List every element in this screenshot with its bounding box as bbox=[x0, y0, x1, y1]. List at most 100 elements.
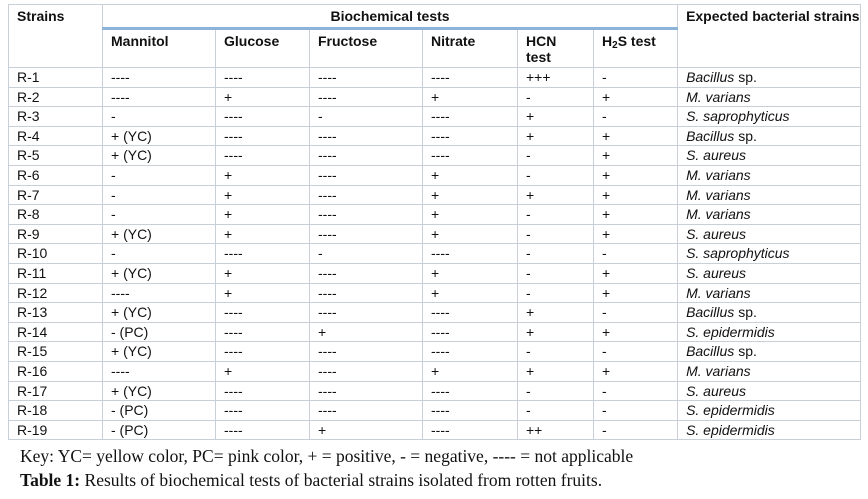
strain-name: S. aureus bbox=[686, 225, 746, 242]
cell-expected-strain: Bacillus sp. bbox=[677, 341, 862, 362]
cell-expected-strain: M. varians bbox=[677, 86, 862, 108]
cell-fructose: ---- bbox=[309, 262, 423, 284]
cell-nitrate: ---- bbox=[422, 243, 518, 264]
strain-suffix: sp. bbox=[734, 127, 757, 144]
cell-nitrate: ---- bbox=[422, 341, 518, 362]
cell-fructose: ---- bbox=[309, 223, 423, 245]
strain-name: S. aureus bbox=[686, 382, 746, 399]
cell-mannitol: + (YC) bbox=[102, 302, 216, 323]
cell-strain: R-14 bbox=[8, 321, 103, 343]
header-biochemical-tests: Biochemical tests bbox=[101, 4, 679, 30]
strain-name: S. saprophyticus bbox=[686, 108, 790, 125]
cell-fructose: + bbox=[309, 321, 423, 343]
cell-nitrate: + bbox=[422, 204, 518, 225]
cell-expected-strain: S. aureus bbox=[677, 223, 862, 245]
cell-strain: R-18 bbox=[8, 400, 103, 421]
table-row: R-16 ---- + ---- + + + M. varians bbox=[8, 360, 862, 382]
caption-text: Results of biochemical tests of bacteria… bbox=[80, 470, 603, 490]
cell-mannitol: + (YC) bbox=[102, 223, 216, 245]
cell-glucose: ---- bbox=[215, 400, 310, 421]
cell-expected-strain: S. aureus bbox=[677, 380, 862, 402]
cell-hcn: + bbox=[517, 360, 594, 382]
cell-strain: R-15 bbox=[8, 341, 103, 362]
cell-mannitol: - bbox=[102, 106, 216, 127]
cell-glucose: + bbox=[215, 360, 310, 382]
cell-strain: R-11 bbox=[8, 262, 103, 284]
cell-mannitol: - (PC) bbox=[102, 419, 216, 441]
cell-glucose: + bbox=[215, 223, 310, 245]
table-row: R-18- (PC) ---- ---- ---- - - S. epidermidis bbox=[8, 400, 862, 421]
cell-strain: R-16 bbox=[8, 360, 103, 382]
cell-hcn: - bbox=[517, 204, 594, 225]
cell-glucose: + bbox=[215, 184, 310, 206]
table-row: R-4 + (YC) ---- ---- ---- + + Bacillus sp. bbox=[8, 125, 862, 147]
cell-glucose: + bbox=[215, 262, 310, 284]
cell-strain: R-5 bbox=[8, 145, 103, 166]
cell-strain: R-3 bbox=[8, 106, 103, 127]
strain-name: Bacillus bbox=[686, 304, 735, 321]
cell-mannitol: ---- bbox=[102, 86, 216, 108]
cell-mannitol: + (YC) bbox=[102, 380, 216, 402]
cell-glucose: ---- bbox=[215, 302, 310, 323]
cell-h2s: + bbox=[592, 204, 679, 225]
strain-name: S. epidermidis bbox=[686, 402, 775, 419]
cell-mannitol: + (YC) bbox=[102, 341, 216, 362]
cell-expected-strain: M. varians bbox=[677, 360, 862, 382]
cell-glucose: ---- bbox=[215, 106, 310, 127]
cell-h2s: - bbox=[592, 380, 679, 402]
cell-h2s: - bbox=[592, 106, 679, 127]
strain-name: Bacillus bbox=[686, 69, 735, 85]
table-row: R-9 + (YC) + ---- + - + S. aureus bbox=[8, 223, 862, 245]
cell-fructose: ---- bbox=[309, 360, 423, 382]
cell-expected-strain: S. epidermidis bbox=[677, 419, 862, 441]
strain-name: S. epidermidis bbox=[686, 421, 775, 438]
cell-expected-strain: Bacillus sp. bbox=[677, 67, 862, 88]
cell-strain: R-1 bbox=[8, 67, 103, 88]
header-glucose: Glucose bbox=[215, 28, 310, 68]
cell-hcn: - bbox=[517, 145, 594, 166]
cell-expected-strain: S. aureus bbox=[677, 145, 862, 166]
table-key: Key: YC= yellow color, PC= pink color, +… bbox=[20, 446, 634, 466]
table-row: R-15 + (YC) ---- ---- ---- - - Bacillus sp. bbox=[8, 341, 862, 362]
cell-glucose: ---- bbox=[215, 380, 310, 402]
strain-name: M. varians bbox=[686, 88, 751, 105]
cell-h2s: + bbox=[592, 262, 679, 284]
cell-glucose: ---- bbox=[215, 243, 310, 264]
strain-name: S. aureus bbox=[686, 147, 746, 164]
cell-glucose: ---- bbox=[215, 419, 310, 441]
table-row: R-2 ---- + ---- + - + M. varians bbox=[8, 86, 862, 108]
cell-hcn: - bbox=[517, 380, 594, 402]
strain-name: Bacillus bbox=[686, 127, 735, 144]
cell-expected-strain: S. epidermidis bbox=[677, 321, 862, 343]
table-row: R-19- (PC) ---- + ---- ++ - S. epidermidis bbox=[8, 419, 862, 441]
header-hcn-label: HCN test bbox=[526, 33, 557, 65]
cell-glucose: + bbox=[215, 164, 310, 186]
header-h2s-label: H2S test bbox=[602, 33, 656, 51]
cell-mannitol: - bbox=[102, 204, 216, 225]
cell-fructose: ---- bbox=[309, 125, 423, 147]
table-caption: Table 1: Results of biochemical tests of… bbox=[20, 470, 602, 491]
strain-suffix: sp. bbox=[734, 343, 757, 360]
cell-nitrate: ---- bbox=[422, 302, 518, 323]
table-container: Strains Biochemical tests Expected bacte… bbox=[8, 4, 862, 441]
table-row: R-11 + (YC) + ---- + - + S. aureus bbox=[8, 262, 862, 284]
cell-mannitol: - bbox=[102, 184, 216, 206]
table-row: R-7- + ---- + + + M. varians bbox=[8, 184, 862, 206]
cell-h2s: + bbox=[592, 86, 679, 108]
cell-strain: R-12 bbox=[8, 282, 103, 304]
cell-hcn: + bbox=[517, 321, 594, 343]
cell-expected-strain: M. varians bbox=[677, 204, 862, 225]
cell-fructose: ---- bbox=[309, 341, 423, 362]
cell-hcn: - bbox=[517, 86, 594, 108]
cell-hcn: - bbox=[517, 243, 594, 264]
cell-expected-strain: Bacillus sp. bbox=[677, 125, 862, 147]
cell-expected-strain: M. varians bbox=[677, 282, 862, 304]
cell-glucose: ---- bbox=[215, 67, 310, 88]
cell-glucose: ---- bbox=[215, 145, 310, 166]
cell-glucose: + bbox=[215, 86, 310, 108]
cell-hcn: - bbox=[517, 400, 594, 421]
cell-glucose: ---- bbox=[215, 321, 310, 343]
cell-strain: R-2 bbox=[8, 86, 103, 108]
cell-hcn: +++ bbox=[517, 67, 594, 88]
cell-strain: R-19 bbox=[8, 419, 103, 441]
